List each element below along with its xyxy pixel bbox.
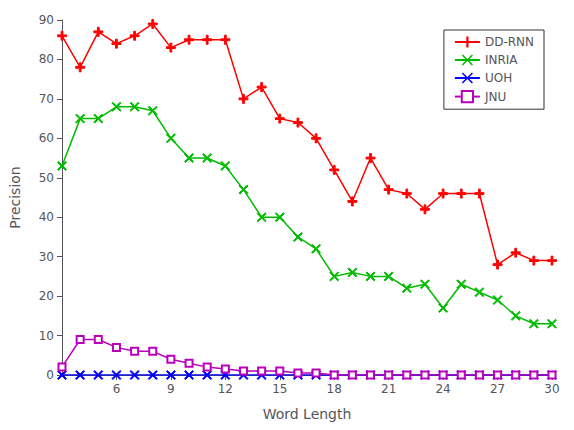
svg-text:30: 30 [544, 382, 559, 396]
svg-text:30: 30 [39, 250, 54, 264]
svg-text:21: 21 [381, 382, 396, 396]
svg-text:Precision: Precision [7, 166, 23, 228]
svg-text:60: 60 [39, 131, 54, 145]
svg-text:INRIA: INRIA [485, 53, 518, 67]
svg-text:40: 40 [39, 210, 54, 224]
svg-text:90: 90 [39, 13, 54, 27]
svg-text:70: 70 [39, 92, 54, 106]
svg-text:6: 6 [113, 382, 121, 396]
svg-text:24: 24 [435, 382, 450, 396]
svg-text:UOH: UOH [485, 71, 512, 85]
svg-text:15: 15 [272, 382, 287, 396]
svg-text:27: 27 [490, 382, 505, 396]
svg-text:20: 20 [39, 289, 54, 303]
svg-text:10: 10 [39, 329, 54, 343]
svg-text:12: 12 [218, 382, 233, 396]
svg-text:9: 9 [167, 382, 175, 396]
svg-text:Word Length: Word Length [263, 406, 352, 422]
svg-text:50: 50 [39, 171, 54, 185]
svg-text:DD-RNN: DD-RNN [485, 35, 534, 49]
svg-text:0: 0 [46, 368, 54, 382]
svg-text:JNU: JNU [484, 90, 506, 104]
svg-text:80: 80 [39, 52, 54, 66]
svg-text:18: 18 [327, 382, 342, 396]
